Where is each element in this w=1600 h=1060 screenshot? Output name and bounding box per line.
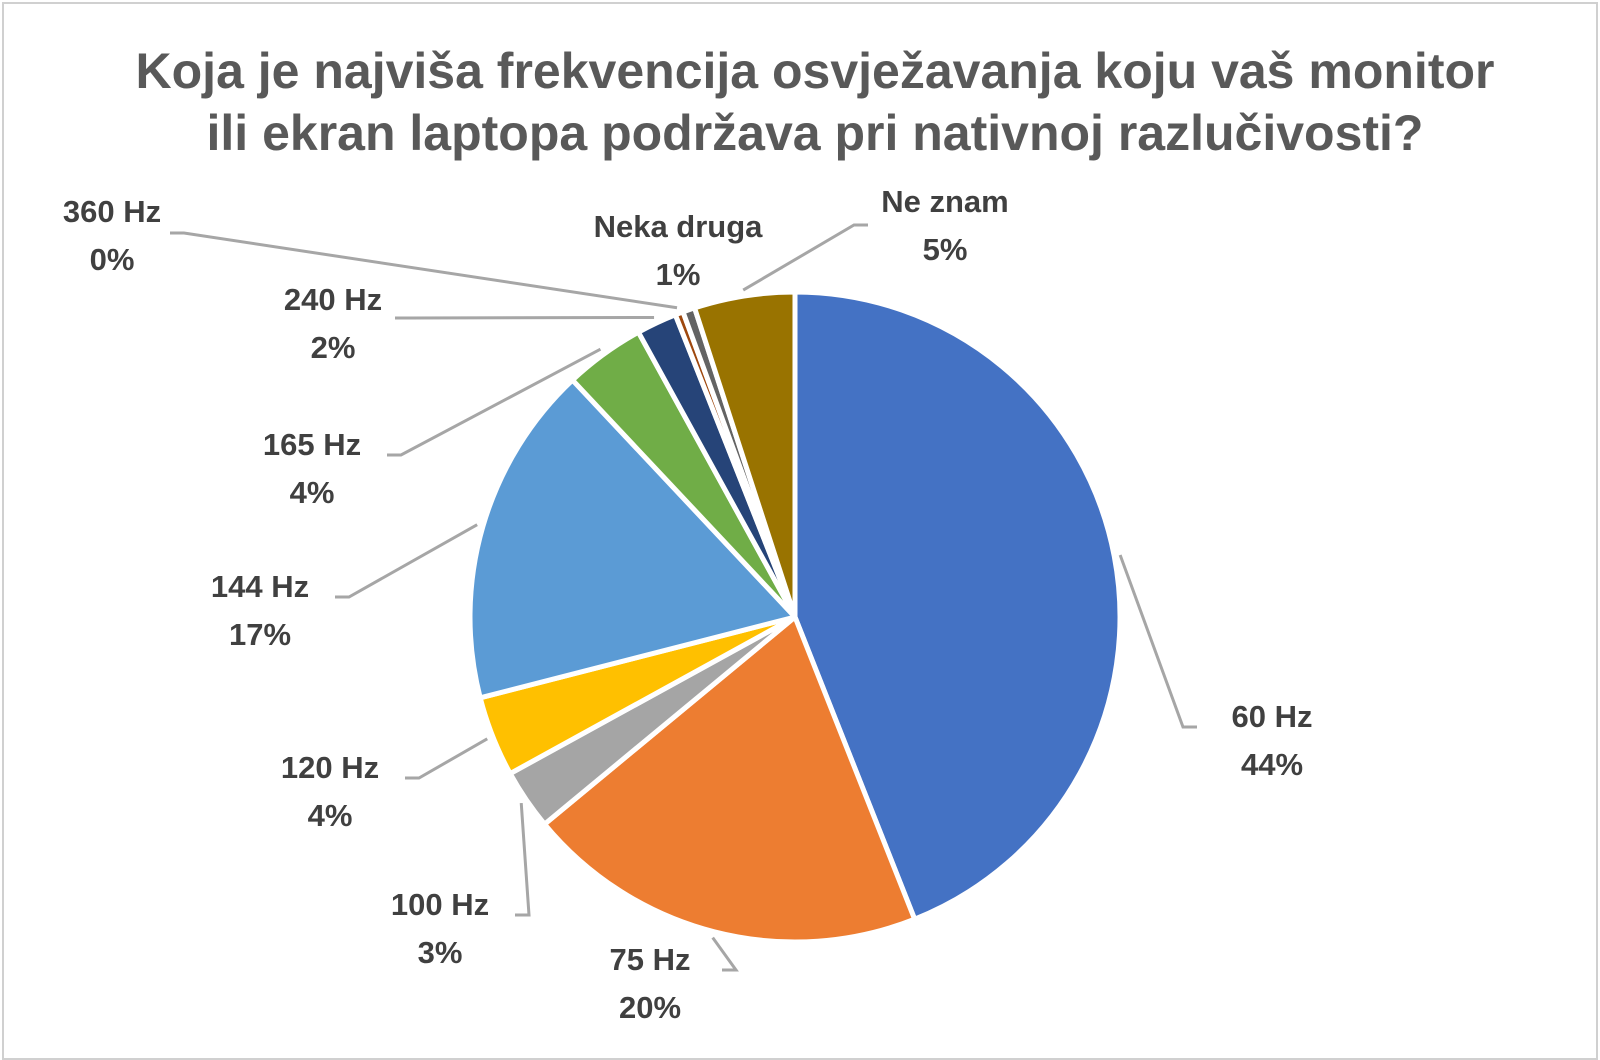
data-label-value-100-hz: 3%	[418, 935, 463, 970]
data-label-value-ne-znam: 5%	[923, 232, 968, 267]
data-label-value-165-hz: 4%	[290, 475, 335, 510]
data-label-value-120-hz: 4%	[308, 798, 353, 833]
pie-slice-75-hz	[542, 614, 918, 945]
data-label-category-240-hz: 240 Hz	[284, 282, 382, 317]
leader-line-ne-znam	[742, 223, 868, 292]
chart-title-line-1: Koja je najviša frekvencija osvježavanja…	[136, 43, 1495, 99]
data-label-value-60-hz: 44%	[1241, 747, 1303, 782]
data-label-category-144-hz: 144 Hz	[211, 569, 309, 604]
leader-line-144-hz	[335, 523, 478, 599]
chart-title-line-2: ili ekran laptopa podržava pri nativnoj …	[207, 105, 1424, 161]
data-label-category-360-hz: 360 Hz	[63, 194, 161, 229]
data-label-value-360-hz: 0%	[90, 242, 135, 277]
leader-line-120-hz	[405, 737, 488, 780]
leader-line-75-hz	[711, 936, 739, 972]
data-label-value-75-hz: 20%	[619, 990, 681, 1025]
leader-lines	[170, 223, 1197, 972]
data-label-category-165-hz: 165 Hz	[263, 427, 361, 462]
leader-line-360-hz	[170, 231, 678, 310]
pie-slice-60-hz	[792, 289, 1123, 922]
pie-slices	[467, 289, 1123, 945]
data-label-category-75-hz: 75 Hz	[610, 942, 691, 977]
data-label-category-neka-druga: Neka druga	[594, 209, 764, 244]
data-labels: 60 Hz 44% 75 Hz 20% 100 Hz 3% 120 Hz 4% 144 Hz 17…	[63, 184, 1313, 1025]
data-label-category-100-hz: 100 Hz	[391, 887, 489, 922]
leader-line-165-hz	[387, 347, 602, 457]
data-label-value-240-hz: 2%	[311, 330, 356, 365]
data-label-category-ne-znam: Ne znam	[881, 184, 1008, 219]
pie-slice-ne-znam	[692, 289, 798, 620]
data-label-category-120-hz: 120 Hz	[281, 750, 379, 785]
leader-line-100-hz	[515, 802, 531, 917]
data-label-value-neka-druga: 1%	[656, 257, 701, 292]
data-label-value-144-hz: 17%	[229, 617, 291, 652]
leader-line-60-hz	[1118, 554, 1197, 729]
pie-slice-144-hz	[467, 377, 798, 701]
data-label-category-60-hz: 60 Hz	[1232, 699, 1313, 734]
